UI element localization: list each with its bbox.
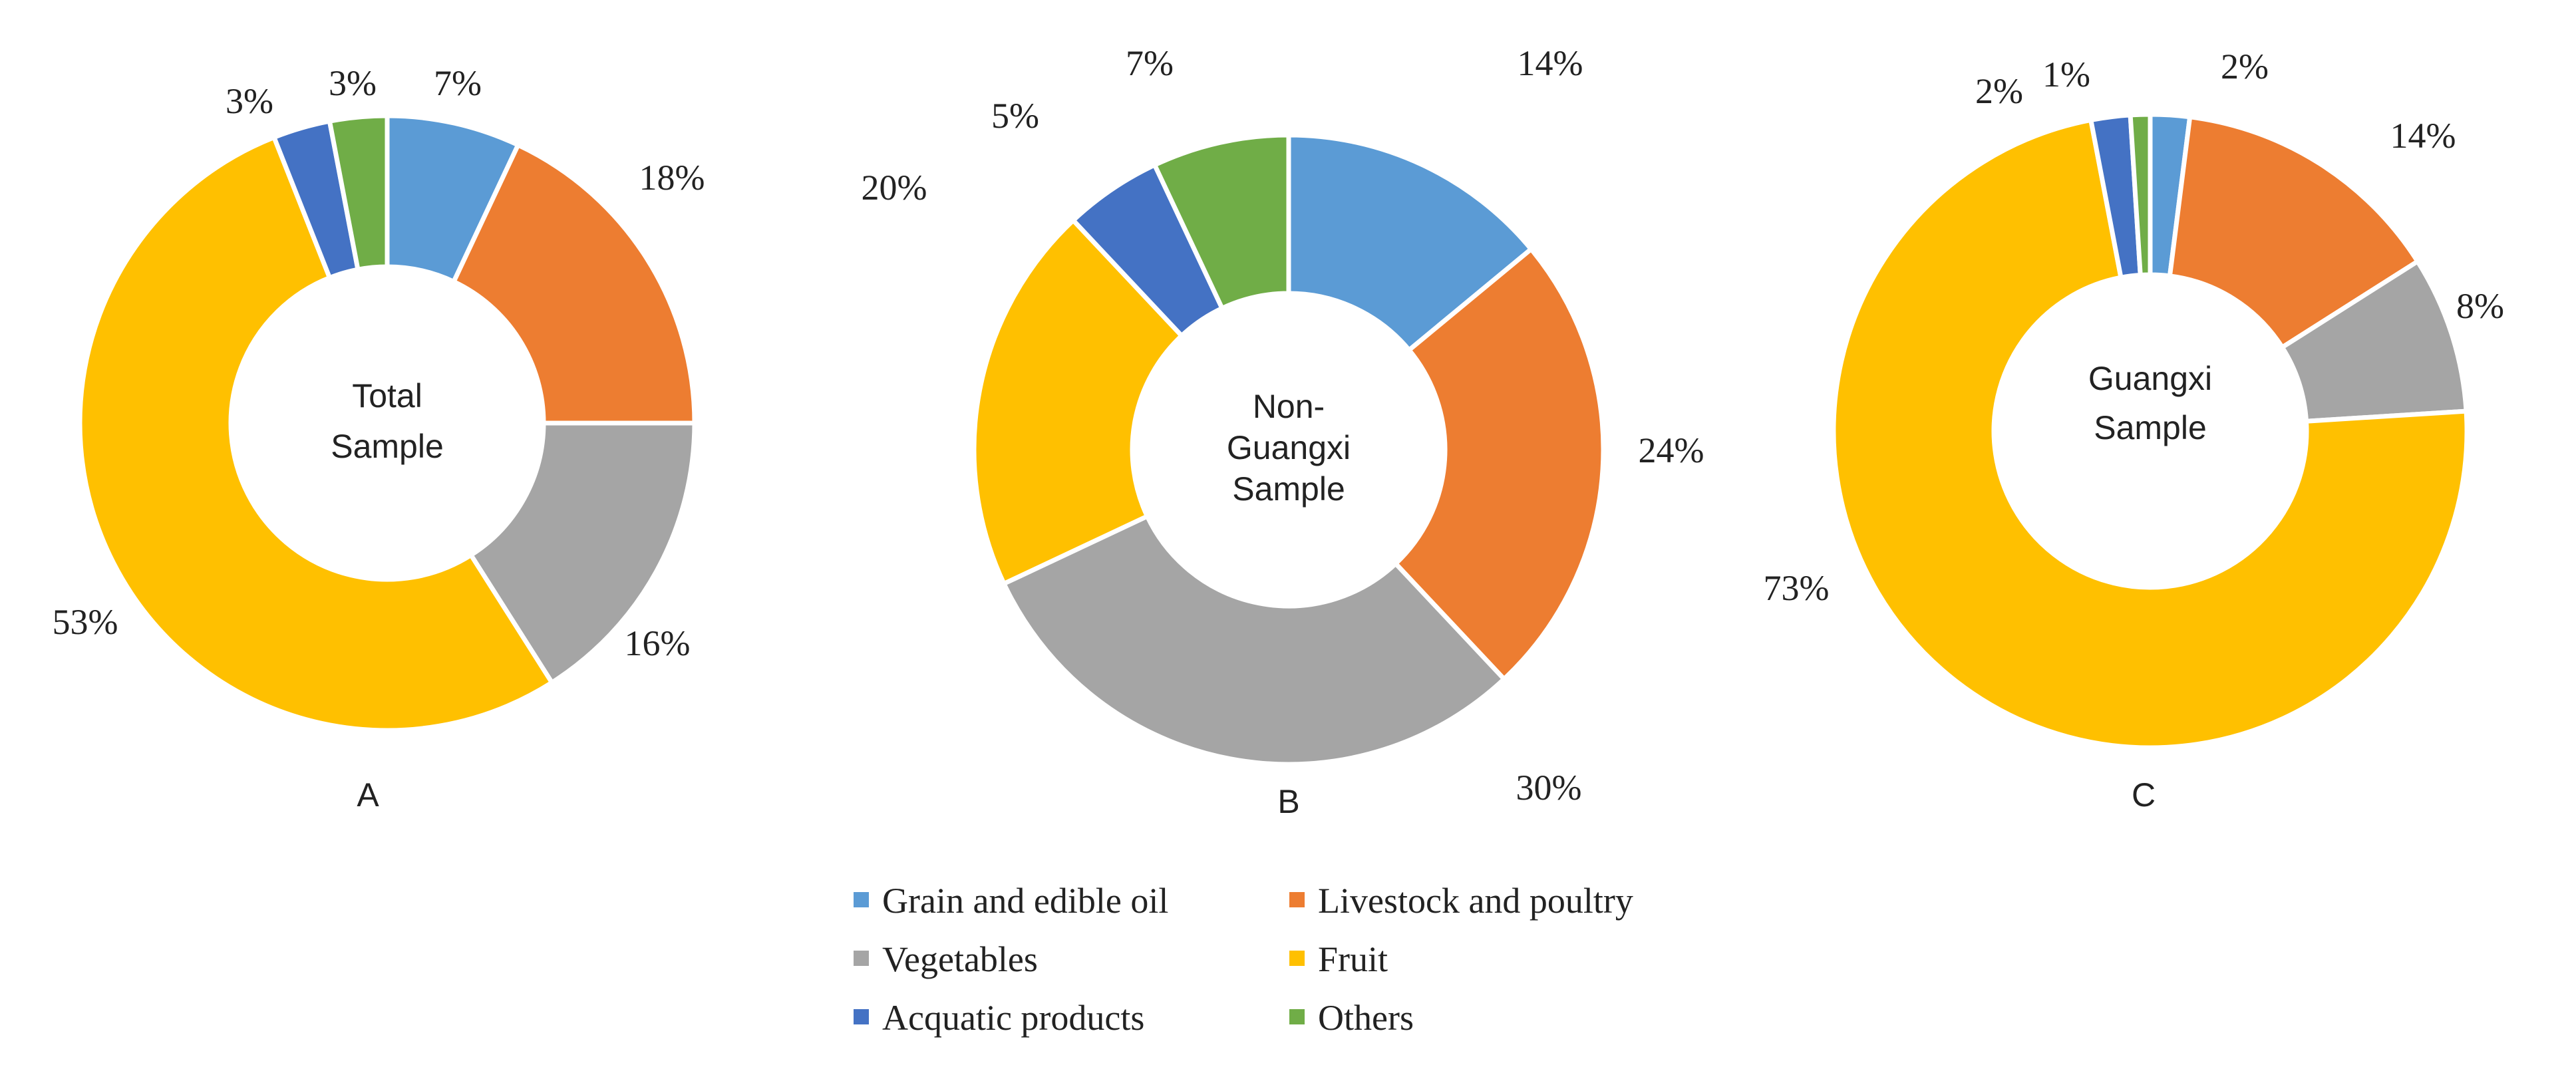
data-label-b-livestock-and-poultry: 24%	[1639, 430, 1704, 470]
legend-swatch-vegetables	[854, 951, 869, 966]
legend-swatch-others	[1289, 1009, 1305, 1024]
center-label-b-line-3: Sample	[1232, 470, 1345, 508]
center-label-b-line-1: Non-	[1253, 388, 1325, 425]
legend-label-livestock-and-poultry: Livestock and poultry	[1318, 881, 1633, 921]
slice-b-vegetables	[1001, 514, 1507, 767]
slice-a-vegetables	[468, 420, 697, 685]
slice-a-fruit	[77, 134, 555, 733]
legend-swatch-acquatic-products	[854, 1009, 869, 1024]
data-label-b-acquatic-products: 5%	[991, 96, 1039, 136]
donut-chart-b: 14% 24% 30% 20% 5% 7% Non- Guangxi Sample B	[862, 43, 1704, 820]
center-label-a-line-1: Total	[352, 377, 422, 414]
data-label-b-vegetables: 30%	[1516, 768, 1582, 808]
data-label-c-acquatic-products: 2%	[1975, 71, 2023, 111]
panel-letter-a: A	[357, 776, 379, 814]
legend-swatch-fruit	[1289, 951, 1305, 966]
center-label-c-line-2: Sample	[2094, 409, 2207, 446]
data-label-c-others: 1%	[2042, 55, 2090, 94]
legend-label-vegetables: Vegetables	[882, 939, 1038, 979]
legend-label-grain-and-edible-oil: Grain and edible oil	[882, 881, 1168, 921]
slice-a-livestock-and-poultry	[451, 142, 697, 426]
slice-c-livestock-and-poultry	[2167, 114, 2420, 350]
data-label-b-fruit: 20%	[862, 168, 927, 208]
center-label-b-line-2: Guangxi	[1227, 429, 1351, 466]
data-label-c-grain-and-edible-oil: 2%	[2221, 47, 2269, 86]
center-label-c-line-1: Guangxi	[2088, 360, 2212, 397]
data-label-b-others: 7%	[1126, 43, 1174, 83]
data-label-a-acquatic-products: 3%	[226, 81, 273, 121]
donut-chart-a: 7% 18% 16% 53% 3% 3% Total Sample A	[53, 63, 705, 814]
legend-label-others: Others	[1318, 998, 1414, 1038]
slice-c-fruit	[1831, 117, 2470, 750]
legend-label-acquatic-products: Acquatic products	[882, 998, 1144, 1038]
data-label-a-fruit: 53%	[53, 602, 118, 642]
data-label-c-vegetables: 8%	[2456, 286, 2504, 326]
donut-chart-c: 2% 14% 8% 73% 2% 1% Guangxi Sample C	[1764, 47, 2504, 814]
panel-letter-b: B	[1277, 783, 1299, 820]
slice-a-others	[327, 113, 390, 272]
panel-letter-c: C	[2132, 776, 2156, 814]
data-label-c-livestock-and-poultry: 14%	[2390, 116, 2456, 156]
legend-label-fruit: Fruit	[1318, 939, 1388, 979]
data-label-a-livestock-and-poultry: 18%	[639, 158, 705, 198]
slice-b-others	[1152, 132, 1291, 311]
slice-b-fruit	[971, 218, 1184, 586]
data-label-c-fruit: 73%	[1764, 568, 1830, 608]
data-label-a-others: 3%	[329, 63, 377, 103]
legend-swatch-livestock-and-poultry	[1289, 892, 1305, 907]
legend-swatch-grain-and-edible-oil	[854, 892, 869, 907]
data-label-a-grain-and-edible-oil: 7%	[434, 63, 482, 103]
slice-c-others	[2128, 112, 2153, 277]
legend: Grain and edible oil Livestock and poultr…	[854, 881, 1633, 1038]
slice-b-livestock-and-poultry	[1393, 246, 1606, 682]
data-label-a-vegetables: 16%	[625, 623, 691, 663]
data-label-b-grain-and-edible-oil: 14%	[1518, 43, 1583, 83]
center-label-a-line-2: Sample	[331, 428, 444, 465]
